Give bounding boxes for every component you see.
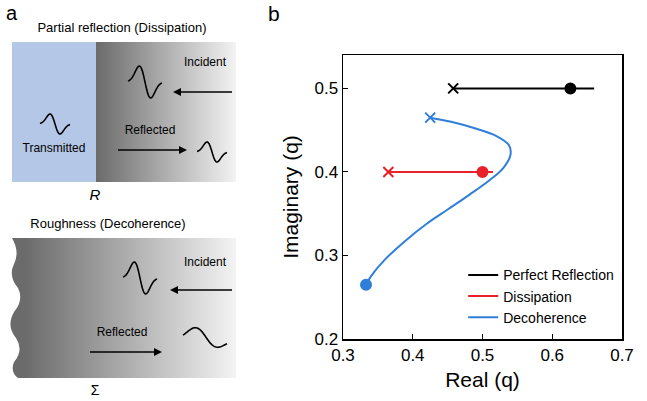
svg-text:a: a	[6, 2, 18, 24]
svg-text:R: R	[90, 186, 101, 203]
svg-text:0.6: 0.6	[540, 346, 564, 365]
svg-text:0.4: 0.4	[314, 163, 338, 182]
svg-text:Perfect Reflection: Perfect Reflection	[503, 267, 614, 283]
svg-text:0.7: 0.7	[610, 346, 634, 365]
svg-text:0.5: 0.5	[471, 346, 495, 365]
svg-text:Real (q): Real (q)	[445, 368, 520, 391]
svg-text:0.3: 0.3	[314, 246, 338, 265]
svg-text:Reflected: Reflected	[125, 123, 176, 137]
svg-text:Σ: Σ	[91, 382, 100, 398]
svg-text:Decoherence: Decoherence	[503, 310, 586, 326]
svg-text:Roughness (Decoherence): Roughness (Decoherence)	[30, 216, 185, 231]
svg-text:Incident: Incident	[184, 55, 227, 69]
svg-text:Transmitted: Transmitted	[23, 141, 86, 155]
svg-text:Imaginary (q): Imaginary (q)	[279, 135, 302, 259]
svg-text:Reflected: Reflected	[97, 325, 148, 339]
svg-text:Incident: Incident	[184, 255, 227, 269]
svg-text:0.5: 0.5	[314, 79, 338, 98]
html-text:b: b	[268, 2, 280, 25]
svg-text:Dissipation: Dissipation	[503, 289, 571, 305]
svg-text:0.4: 0.4	[401, 346, 425, 365]
svg-text:0.2: 0.2	[314, 330, 338, 349]
svg-text:0.3: 0.3	[331, 346, 355, 365]
svg-text:Partial reflection (Dissipatio: Partial reflection (Dissipation)	[37, 20, 206, 35]
